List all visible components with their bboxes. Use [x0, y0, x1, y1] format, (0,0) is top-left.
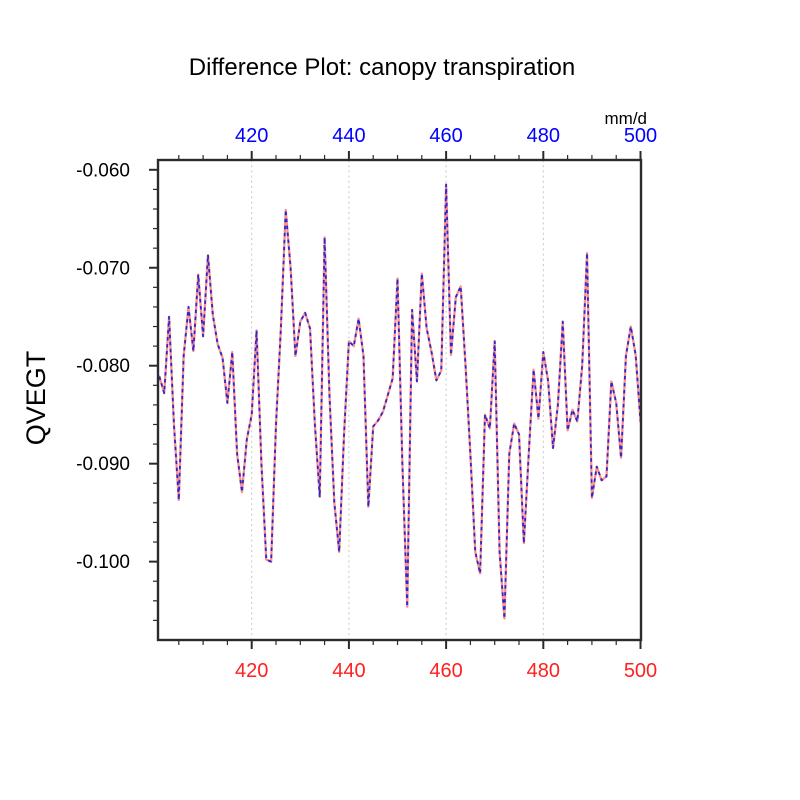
top-tick-label: 500: [624, 125, 657, 147]
gridline-layer: [251, 160, 544, 640]
top-tick-label: 420: [235, 125, 268, 147]
series-layer: [158, 183, 642, 620]
bottom-tick-label: 440: [332, 660, 365, 682]
chart-title: Difference Plot: canopy transpiration: [189, 54, 575, 81]
left-tick-label: -0.100: [76, 552, 130, 573]
left-tick-label: -0.070: [76, 258, 130, 279]
y-axis-title: QVEGT: [21, 351, 51, 446]
left-tick-label: -0.090: [76, 454, 130, 475]
bottom-tick-label: 500: [624, 660, 657, 682]
left-tick-label: -0.080: [76, 356, 130, 377]
axes-layer: 420 440 460 480 500 420 440 460 480 500 -0.060 -0.0…: [76, 125, 657, 682]
top-tick-label: 460: [429, 125, 462, 147]
top-axis-unit-label: mm/d: [605, 109, 648, 128]
plot-frame: [156, 158, 643, 642]
bottom-tick-label: 480: [527, 660, 560, 682]
left-tick-label: -0.060: [76, 160, 130, 181]
top-tick-label: 440: [332, 125, 365, 147]
series-blue-dashed-line: [158, 183, 642, 620]
bottom-tick-label: 460: [429, 660, 462, 682]
bottom-tick-label: 420: [235, 660, 268, 682]
top-tick-label: 480: [527, 125, 560, 147]
